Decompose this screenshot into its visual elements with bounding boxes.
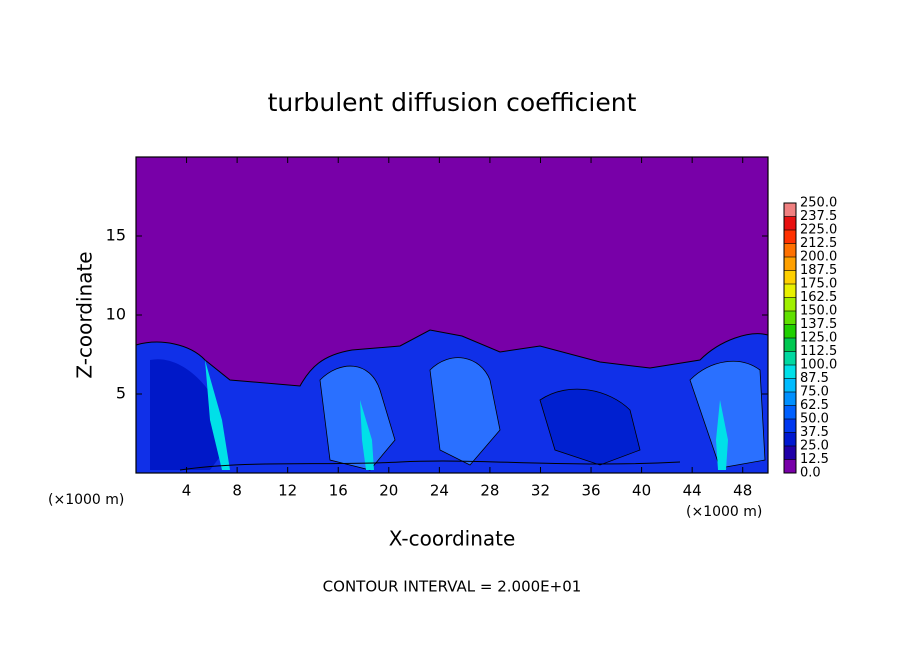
field-region: [689, 360, 766, 469]
colorbar-label: 25.0: [800, 439, 829, 454]
colorbar-label: 112.5: [800, 344, 837, 359]
field-streak: [205, 360, 230, 470]
field-region: [150, 359, 225, 470]
colorbar-label: 200.0: [800, 250, 837, 265]
color-band: [784, 419, 796, 433]
colorbar-label: 37.5: [800, 425, 829, 440]
color-band: [784, 324, 796, 338]
color-band: [784, 378, 796, 392]
color-band: [784, 216, 796, 230]
color-band: [784, 392, 796, 406]
field-streak: [360, 400, 374, 470]
colorbar-label: 225.0: [800, 223, 837, 238]
color-band: [784, 432, 796, 446]
x-tick-label: 12: [278, 482, 297, 500]
field: [135, 157, 769, 474]
x-tick-label: 44: [683, 482, 702, 500]
footnote: CONTOUR INTERVAL = 2.000E+01: [323, 578, 582, 596]
colorbar-label: 12.5: [800, 452, 829, 467]
color-band: [784, 459, 796, 473]
colorbar-label: 0.0: [800, 466, 821, 481]
y-tick-label: 5: [116, 384, 126, 403]
y-tick-label: 10: [106, 305, 126, 324]
colorbar-label: 150.0: [800, 304, 837, 319]
x-unit-label: (×1000 m): [686, 504, 762, 520]
color-band: [784, 338, 796, 352]
color-band: [784, 243, 796, 257]
x-tick-label: 20: [379, 482, 398, 500]
colorbar-label: 137.5: [800, 317, 837, 332]
field-region: [539, 388, 641, 466]
x-tick-label: 36: [581, 482, 600, 500]
color-band: [784, 405, 796, 419]
colorbar-label: 75.0: [800, 385, 829, 400]
colorbar-label: 212.5: [800, 236, 837, 251]
x-tick-label: 32: [531, 482, 550, 500]
color-band: [784, 297, 796, 311]
colorbar-label: 50.0: [800, 412, 829, 427]
color-band: [784, 284, 796, 298]
x-tick-label: 40: [632, 482, 651, 500]
color-band: [784, 270, 796, 284]
y-axis-title: Z-coordinate: [73, 251, 97, 378]
x-tick-label: 48: [733, 482, 752, 500]
colorbar-label: 62.5: [800, 398, 829, 413]
colorbar-label: 175.0: [800, 277, 837, 292]
x-unit-label: (×1000 m): [48, 492, 124, 508]
y-tick-label: 15: [106, 226, 126, 245]
field-contour: [179, 460, 681, 471]
chart-title: turbulent diffusion coefficient: [268, 88, 637, 117]
color-band: [784, 311, 796, 325]
x-axis-title: X-coordinate: [389, 527, 516, 551]
color-band: [784, 203, 796, 217]
color-band: [784, 365, 796, 379]
field-region: [429, 357, 501, 466]
x-tick-label: 8: [232, 482, 242, 500]
field-streak: [716, 400, 728, 470]
x-tick-label: 28: [480, 482, 499, 500]
color-band: [784, 230, 796, 244]
colorbar-label: 125.0: [800, 331, 837, 346]
x-tick-label: 24: [430, 482, 449, 500]
x-tick-label: 16: [329, 482, 348, 500]
field-region: [319, 365, 396, 471]
color-band: [784, 446, 796, 460]
color-band: [784, 351, 796, 365]
colorbar-label: 162.5: [800, 290, 837, 305]
colorbar-label: 237.5: [800, 209, 837, 224]
colorbar-label: 100.0: [800, 358, 837, 373]
color-band: [784, 257, 796, 271]
colorbar-label: 250.0: [800, 196, 837, 211]
colorbar-label: 87.5: [800, 371, 829, 386]
x-tick-label: 4: [182, 482, 192, 500]
colorbar-label: 187.5: [800, 263, 837, 278]
